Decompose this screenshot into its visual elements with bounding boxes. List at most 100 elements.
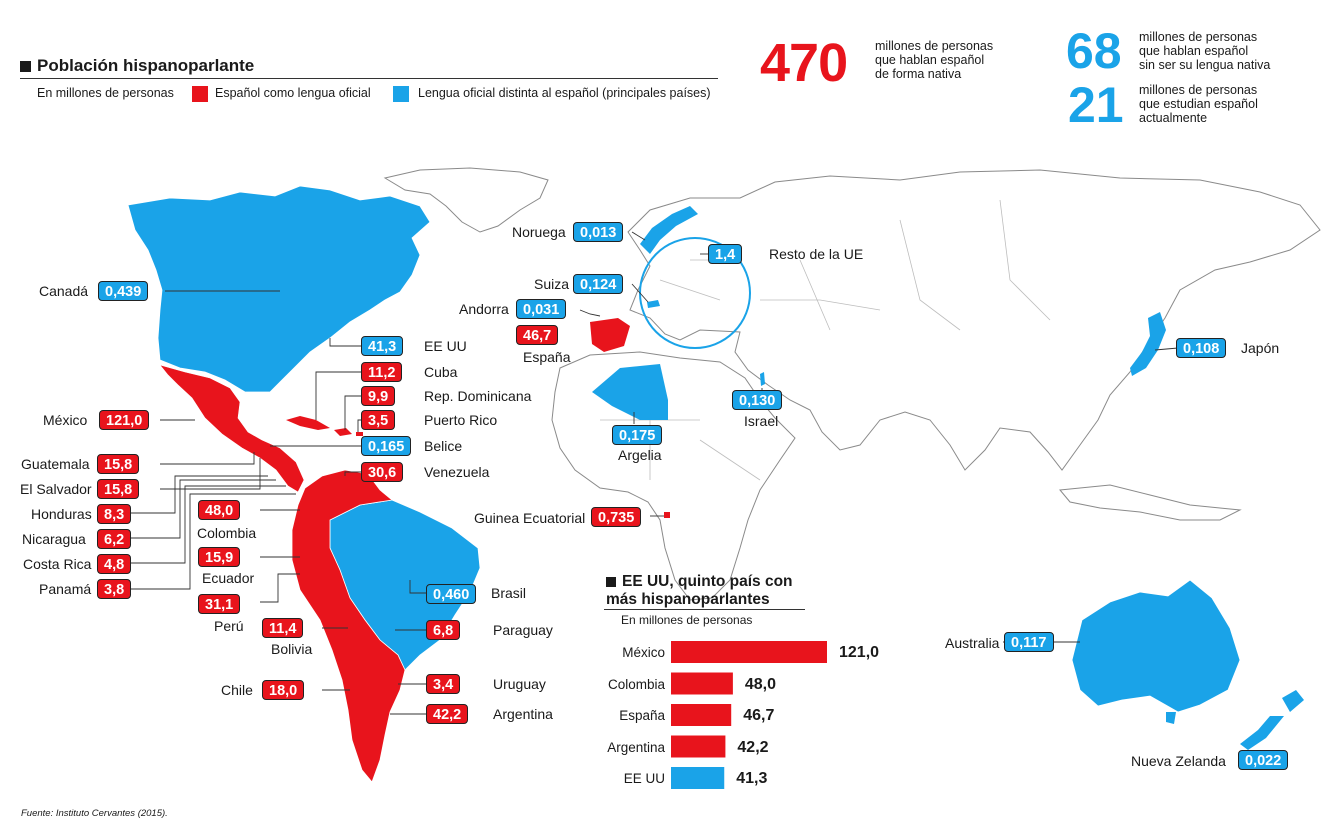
guinea-shape xyxy=(664,512,670,518)
value-nz: 0,022 xyxy=(1238,750,1289,770)
value-puertorico: 3,5 xyxy=(361,410,396,430)
label-venezuela: Venezuela xyxy=(424,464,490,480)
bar-value-label: 48,0 xyxy=(744,675,777,693)
value-suiza: 0,124 xyxy=(573,274,624,294)
value-repdom: 9,9 xyxy=(361,386,396,406)
leader-lines xyxy=(125,231,1179,715)
bar-value-label: 42,2 xyxy=(737,738,769,756)
label-eeuu: EE UU xyxy=(424,338,467,354)
value-cuba: 11,2 xyxy=(361,362,403,382)
value-bolivia: 11,4 xyxy=(262,618,304,638)
label-uruguay: Uruguay xyxy=(493,676,546,692)
barchart-rule xyxy=(604,609,805,610)
value-chile: 18,0 xyxy=(262,680,305,700)
barchart-bullet xyxy=(606,577,616,587)
eurasia-shape xyxy=(627,169,1321,471)
value-argelia: 0,175 xyxy=(612,425,663,445)
value-guatemala: 15,8 xyxy=(97,454,140,474)
bar-category-label: España xyxy=(619,708,665,723)
stat-students-value: 21 xyxy=(1068,77,1124,133)
label-elsalvador: El Salvador xyxy=(20,481,92,497)
indonesia-shape xyxy=(1059,484,1242,521)
south-america-shape xyxy=(291,469,406,783)
label-nz: Nueva Zelanda xyxy=(1131,753,1226,769)
value-eeuu: 41,3 xyxy=(361,336,404,356)
north-america-shape xyxy=(127,185,431,393)
label-argelia: Argelia xyxy=(618,447,662,463)
japon-shape xyxy=(1130,312,1166,376)
label-honduras: Honduras xyxy=(31,506,92,522)
barchart-title-line2: más hispanoparlantes xyxy=(606,591,770,608)
value-argentina: 42,2 xyxy=(426,704,469,724)
stat-students-line2: que estudian español xyxy=(1139,97,1258,111)
label-costarica: Costa Rica xyxy=(23,556,92,572)
label-bolivia: Bolivia xyxy=(271,641,313,657)
value-espana: 46,7 xyxy=(516,325,559,345)
label-brasil: Brasil xyxy=(491,585,527,601)
africa-shape xyxy=(551,351,796,601)
label-espana: España xyxy=(523,349,571,365)
bar-category-label: EE UU xyxy=(623,771,665,786)
label-argentina: Argentina xyxy=(493,706,553,722)
value-elsalvador: 15,8 xyxy=(97,479,140,499)
label-panama: Panamá xyxy=(39,581,92,597)
value-canada: 0,439 xyxy=(98,281,149,301)
greenland-shape xyxy=(383,167,549,233)
value-venezuela: 30,6 xyxy=(361,462,404,482)
value-costarica: 4,8 xyxy=(97,554,132,574)
australia-shape xyxy=(1071,579,1241,713)
label-canada: Canadá xyxy=(39,283,89,299)
noruega-shape xyxy=(640,206,698,254)
bar-value-label: 41,3 xyxy=(736,770,768,787)
stat-native-line3: de forma nativa xyxy=(875,67,962,81)
value-nicaragua: 6,2 xyxy=(97,529,132,549)
label-ecuador: Ecuador xyxy=(202,570,255,586)
label-nicaragua: Nicaragua xyxy=(22,531,86,547)
stat-nonnative-line3: sin ser su lengua nativa xyxy=(1139,58,1271,72)
value-noruega: 0,013 xyxy=(573,222,624,242)
value-restoue: 1,4 xyxy=(708,244,743,264)
label-suiza: Suiza xyxy=(534,276,570,292)
value-colombia: 48,0 xyxy=(198,500,241,520)
stat-nonnative-line1: millones de personas xyxy=(1139,30,1258,44)
bar-1 xyxy=(671,672,733,695)
header-rule: Población hispanoparlante xyxy=(20,56,718,79)
page-title: Población hispanoparlante xyxy=(37,56,255,75)
stat-native-line1: millones de personas xyxy=(875,39,994,53)
value-guinea: 0,735 xyxy=(591,507,642,527)
puerto-rico-shape xyxy=(356,432,363,436)
cuba-shape xyxy=(286,416,330,430)
value-uruguay: 3,4 xyxy=(426,674,461,694)
label-noruega: Noruega xyxy=(512,224,566,240)
label-japon: Japón xyxy=(1241,340,1280,356)
value-israel: 0,130 xyxy=(732,390,783,410)
argelia-shape xyxy=(592,364,668,420)
label-repdom: Rep. Dominicana xyxy=(424,388,532,404)
value-panama: 3,8 xyxy=(97,579,132,599)
label-andorra: Andorra xyxy=(459,301,509,317)
label-paraguay: Paraguay xyxy=(493,622,553,638)
legend-red-swatch xyxy=(192,86,208,102)
stat-nonnative-value: 68 xyxy=(1066,23,1122,79)
barchart-title-line1: EE UU, quinto país con xyxy=(622,573,793,590)
value-andorra: 0,031 xyxy=(516,299,567,319)
label-cuba: Cuba xyxy=(424,364,458,380)
legend-red-label: Español como lengua oficial xyxy=(215,86,371,100)
source-note: Fuente: Instituto Cervantes (2015). xyxy=(21,808,168,819)
label-chile: Chile xyxy=(221,682,253,698)
hispaniola-shape xyxy=(334,428,352,436)
bar-value-label: 121,0 xyxy=(839,644,880,661)
label-guinea: Guinea Ecuatorial xyxy=(474,510,586,526)
stat-students-line1: millones de personas xyxy=(1139,83,1258,97)
stat-native-value: 470 xyxy=(760,33,848,93)
bar-category-label: Argentina xyxy=(607,739,665,755)
value-peru: 31,1 xyxy=(198,594,241,614)
bar-category-label: Colombia xyxy=(607,676,665,692)
espana-shape xyxy=(590,318,630,352)
suiza-shape xyxy=(647,300,660,308)
bar-category-label: México xyxy=(622,645,665,660)
bar-3 xyxy=(671,735,726,758)
legend-blue-label: Lengua oficial distinta al español (prin… xyxy=(418,86,711,100)
value-japon: 0,108 xyxy=(1176,338,1227,358)
